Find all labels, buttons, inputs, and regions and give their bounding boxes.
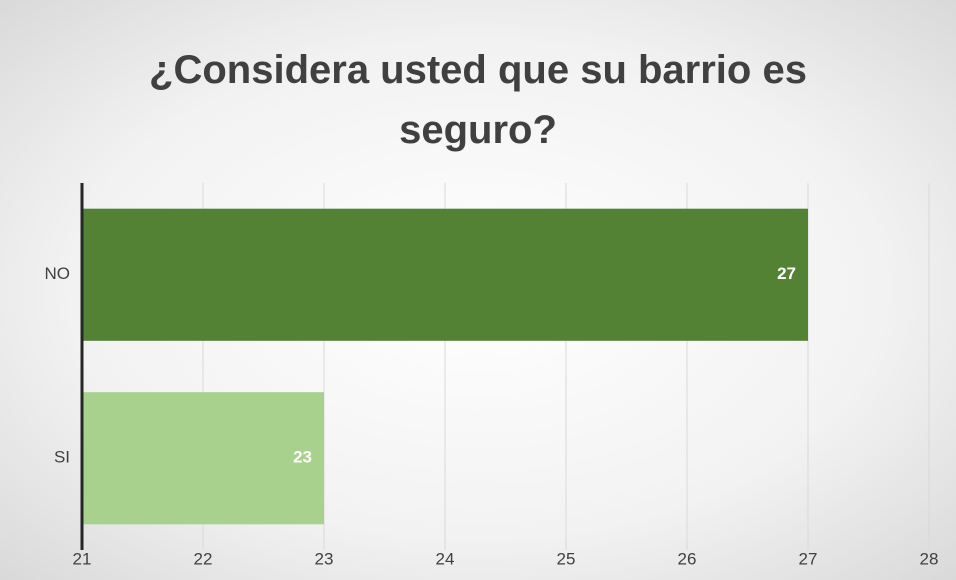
bar <box>82 392 324 525</box>
x-tick-label: 25 <box>557 549 576 568</box>
y-tick-label: SI <box>54 448 70 467</box>
bar <box>82 208 808 341</box>
x-tick-label: 22 <box>194 549 213 568</box>
x-tick-label: 23 <box>315 549 334 568</box>
x-tick-label: 27 <box>799 549 818 568</box>
value-label: 27 <box>777 264 796 283</box>
y-tick-label: NO <box>45 264 71 283</box>
x-tick-label: 24 <box>436 549 455 568</box>
value-label: 23 <box>293 448 312 467</box>
x-tick-label: 28 <box>920 549 939 568</box>
x-tick-label: 26 <box>678 549 697 568</box>
x-tick-label: 21 <box>73 549 92 568</box>
chart-title: ¿Considera usted que su barrio es seguro… <box>149 48 807 152</box>
